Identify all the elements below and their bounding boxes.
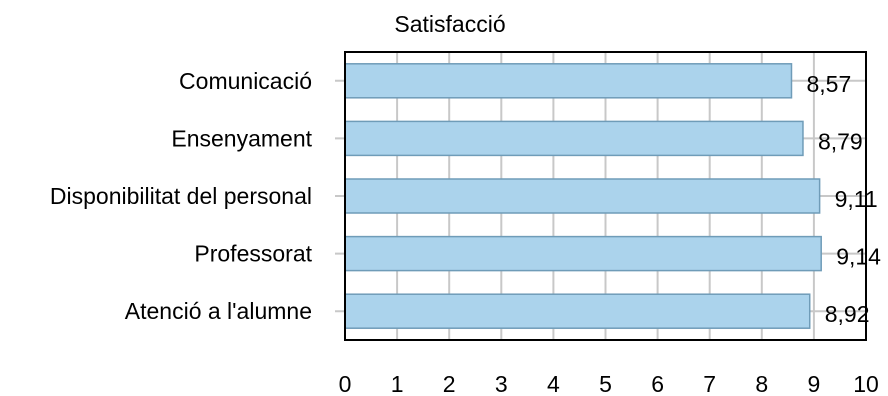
chart-title: Satisfacció (394, 11, 505, 37)
value-labels: 8,57 8,79 9,11 9,14 8,92 (806, 71, 881, 327)
value-label: 9,11 (835, 186, 878, 212)
x-tick-label: 10 (853, 371, 879, 396)
category-label: Comunicació (179, 68, 312, 94)
value-label: 8,92 (825, 301, 870, 327)
bar (344, 235, 822, 272)
x-tick-label: 9 (808, 371, 821, 396)
x-tick-label: 4 (547, 371, 560, 396)
x-tick-label: 3 (495, 371, 508, 396)
x-tick-labels: 0 1 2 3 4 5 6 7 8 9 10 (339, 371, 879, 396)
plot-frame (344, 51, 867, 341)
value-label: 8,79 (818, 128, 863, 154)
x-tick-label: 6 (651, 371, 664, 396)
x-tick-label: 1 (391, 371, 404, 396)
bars (344, 63, 822, 329)
category-label: Atenció a l'alumne (125, 298, 312, 324)
category-labels: Comunicació Ensenyament Disponibilitat del… (50, 68, 313, 324)
category-label: Ensenyament (171, 125, 312, 151)
category-label: Disponibilitat del personal (50, 183, 312, 209)
bar (344, 293, 811, 329)
category-label: Professorat (194, 241, 312, 267)
x-tick-label: 0 (339, 371, 352, 396)
x-tick-label: 8 (755, 371, 768, 396)
bar (344, 120, 804, 157)
x-tick-label: 2 (443, 371, 456, 396)
bar (344, 63, 793, 99)
bar (344, 178, 821, 214)
value-label: 9,14 (836, 244, 881, 270)
value-label: 8,57 (806, 71, 851, 97)
x-tick-label: 7 (703, 371, 716, 396)
x-tick-label: 5 (599, 371, 612, 396)
